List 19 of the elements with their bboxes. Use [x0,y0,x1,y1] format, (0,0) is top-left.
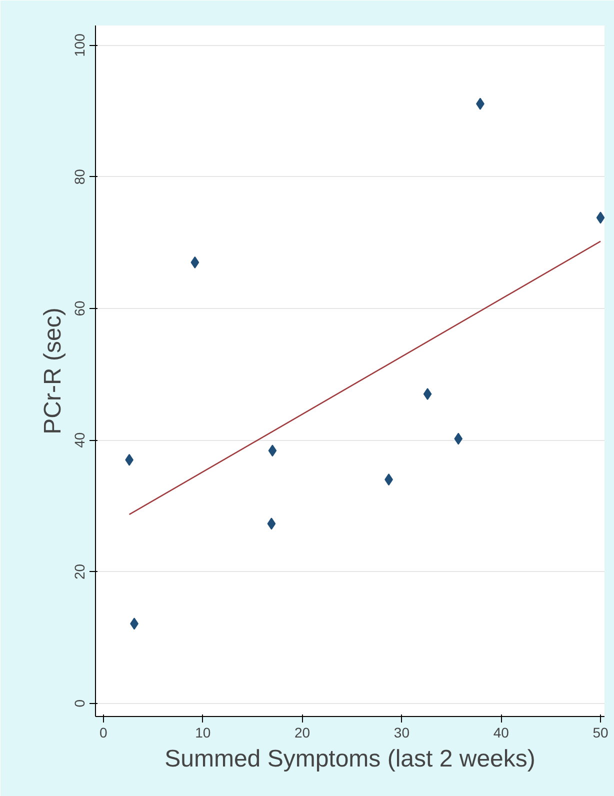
y-axis-title: PCr-R (sec) [40,308,66,434]
x-tick-label: 30 [394,724,410,740]
point [268,444,277,457]
x-tick-label: 20 [294,724,310,740]
y-tick-label: 0 [72,699,88,708]
y-tick-label: 60 [72,300,88,316]
point [267,518,276,530]
y-tick-label: 20 [72,564,88,580]
point [190,256,200,268]
y-tick-label: 100 [72,33,88,57]
y-tick-label: 40 [72,432,88,448]
point [454,432,463,445]
x-tick-label: 0 [100,724,108,740]
point [423,388,432,400]
x-tick-label: 10 [195,724,211,740]
y-tick-label: 80 [72,168,88,185]
x-tick-label: 50 [592,724,609,740]
x-tick-label: 40 [493,724,510,740]
x-axis-title: Summed Symptoms (last 2 weeks) [164,746,536,772]
